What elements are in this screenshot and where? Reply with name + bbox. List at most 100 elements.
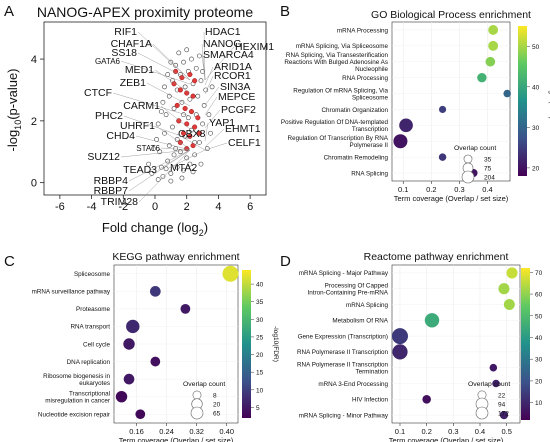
colorbar-tick-label: 60 [535,292,543,299]
size-legend-dot [475,406,489,420]
x-tick-label: 0.3 [448,427,458,436]
enriched-protein-point [188,109,195,115]
volcano-plot-frame [43,21,267,196]
x-tick-label: 0.4 [482,185,492,194]
go-enrichment-panel: GO Biological Process enrichment 0.1 0.2 0.… [281,9,550,203]
protein-point [168,170,174,176]
protein-point [166,93,172,99]
colorbar-tick-label: 15 [256,370,264,377]
colorbar-tick-label: 20 [532,165,540,172]
x-axis-label: Term coverage (Overlap / set size) [389,436,504,442]
size-legend-label: 75 [484,166,492,173]
label-leader-line [204,86,220,106]
x-tick-label: 0.24 [159,427,174,436]
label-leader-line [138,149,191,203]
term-label: Ribosome biogenesis in eukaryotes [43,373,110,387]
colorbar-tick-label: 70 [535,270,543,277]
panel-title: KEGG pathway enrichment [112,251,239,263]
protein-label: MED1 [125,64,154,76]
enrichment-dot [135,409,146,420]
panel-letter-c: C [4,253,15,270]
protein-point [174,136,180,142]
size-legend-dot [463,154,473,164]
nanog-bait-label: NANOG [203,38,242,50]
y-tick-label: 2 [31,116,37,128]
enrichment-dot [503,299,515,310]
colorbar-tick-label: 50 [535,313,543,320]
term-label: RNA Splicing [351,170,388,177]
protein-point [206,112,212,118]
enrichment-dot [150,286,161,297]
enrichment-dot [115,390,128,403]
colorbar-tick-label: 50 [532,44,540,51]
colorbar-tick-label: 40 [535,335,543,342]
enrichment-dot [498,283,510,295]
enrichment-dot [222,265,239,282]
x-tick-label: 0 [152,201,158,213]
y-tick-label: 0 [31,178,37,190]
protein-label: SIN3A [220,81,250,93]
x-tick-label: 0.1 [395,427,405,436]
protein-label: UHRF1 [120,120,155,132]
label-leader-line [201,54,206,81]
x-tick-label: 2 [184,201,190,213]
label-leader-line [155,125,191,150]
x-tick-label: 4 [215,201,221,213]
size-legend-label: 8 [213,393,217,400]
term-label: Proteasome [76,306,110,313]
x-tick-label: 0.16 [129,427,144,436]
protein-label: SMARCA4 [203,49,254,61]
protein-point [171,106,177,111]
colorbar-title: -log10(FDR) [272,326,279,362]
x-tick-label: 0.2 [421,427,431,436]
term-label: Spliceosome [74,271,111,278]
protein-label: CBX8 [178,128,206,140]
protein-point [208,130,213,136]
protein-point [179,175,185,181]
term-label: RNA transport [70,324,110,331]
protein-point [146,161,152,167]
x-tick-label: 0.1 [398,185,408,194]
label-leader-line [120,60,191,85]
x-tick-label: -6 [55,201,65,213]
enriched-protein-point [196,130,202,136]
term-label: Positive Regulation Of DNA-templated Tran… [281,119,389,133]
label-leader-line [201,43,206,81]
enrichment-dot [392,344,408,360]
enrichment-dot [488,40,499,51]
protein-label: CHD4 [106,130,135,142]
protein-point [163,112,169,118]
x-tick-label: 0.5 [501,427,511,436]
protein-label: PHC2 [95,110,123,122]
label-leader-line [152,43,191,81]
protein-point [173,62,179,68]
term-label: Metabolism Of RNA [332,318,388,325]
protein-label: HEXIM1 [235,41,274,53]
label-leader-line [160,105,191,130]
label-leader-line [176,133,206,151]
protein-point [190,169,196,175]
protein-label: MTA2 [170,162,197,174]
protein-label: SS18 [111,47,137,59]
colorbar-tick-label: 25 [256,334,264,341]
label-leader-line [168,149,206,169]
label-leader-line [160,147,191,151]
volcano-y-axis-label: -log10(p-value) [5,69,23,152]
label-leader-line [204,142,228,151]
protein-point [182,84,188,90]
protein-point [198,161,204,167]
enrichment-dot [422,395,431,404]
label-leader-line [203,31,206,81]
protein-point [209,84,215,90]
term-label: mRNA Splicing [346,302,388,309]
protein-point [200,121,205,127]
enrichment-dot [488,25,499,35]
protein-label: RBBP7 [94,185,129,197]
size-legend-label: 172 [498,411,509,418]
protein-label: RBBP4 [94,175,129,187]
enrichment-dot [126,319,140,334]
label-leader-line [135,135,191,151]
protein-label: RIF1 [114,26,137,38]
protein-label: CELF1 [228,137,261,149]
